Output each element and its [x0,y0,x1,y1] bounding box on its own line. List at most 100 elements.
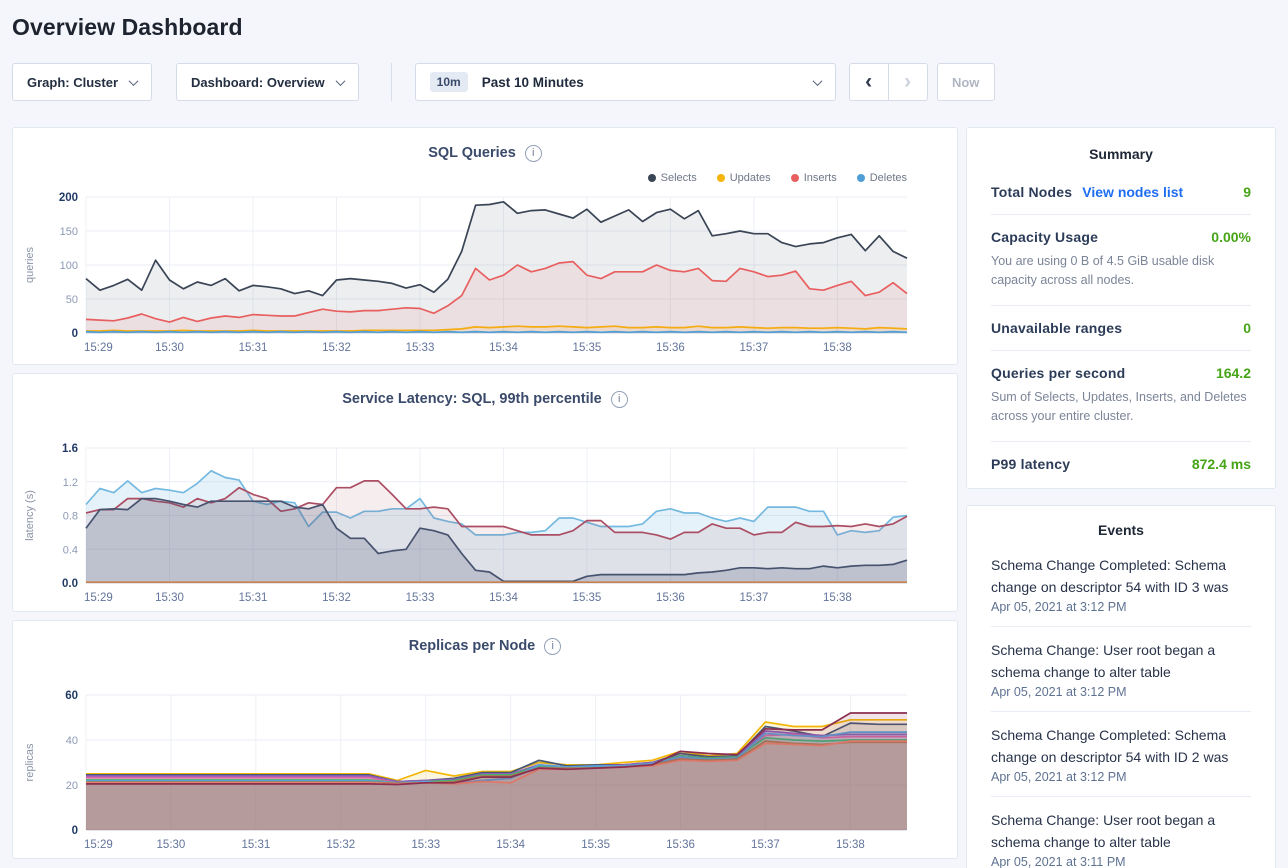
svg-text:0.8: 0.8 [63,511,78,523]
legend-item: Inserts [790,171,837,185]
svg-text:15:38: 15:38 [823,592,852,604]
svg-text:100: 100 [60,260,78,272]
info-icon[interactable]: i [544,637,562,655]
time-nav-group: ‹ › [848,63,928,101]
view-nodes-list-link[interactable]: View nodes list [1082,184,1184,200]
summary-item-capacity-usage: Capacity Usage 0.00% You are using 0 B o… [991,229,1251,291]
summary-item-value: 872.4 ms [1191,455,1251,472]
svg-text:15:37: 15:37 [740,342,769,354]
legend-dot-icon [856,174,865,182]
events-title: Events [1098,522,1144,538]
svg-text:15:34: 15:34 [489,342,518,354]
divider [991,440,1251,442]
svg-text:60: 60 [65,690,78,702]
sql-queries-chart-canvas[interactable]: 15:29 15:30 15:31 15:32 15:33 15:34 15:35 15:36… [13,189,957,363]
summary-item-label: Queries per second [991,364,1126,381]
event-timestamp: Apr 05, 2021 at 3:11 PM [991,855,1126,868]
summary-item-label: P99 latency [991,455,1071,472]
summary-item-description: You are using 0 B of 4.5 GiB usable disk… [991,254,1215,288]
svg-text:15:34: 15:34 [496,839,525,851]
event-text: Schema Change: User root began a schema … [991,642,1216,680]
service-latency-chart-canvas[interactable]: 15:29 15:30 15:31 15:32 15:33 15:34 15:35 15:36… [13,440,957,612]
event-timestamp: Apr 05, 2021 at 3:12 PM [991,770,1127,784]
svg-text:replicas: replicas [24,743,36,781]
chart-title: Service Latency: SQL, 99th percentile [342,391,602,407]
svg-text:15:33: 15:33 [411,839,440,851]
legend-dot-icon [716,174,725,182]
svg-text:0: 0 [72,825,78,837]
sql-queries-chart-card: SQL Queries i Selects Updates Inserts Delet… [12,127,958,365]
dashboard-dropdown-label: Dashboard: Overview [191,74,325,90]
summary-item-value: 164.2 [1215,364,1251,381]
chevron-left-icon: ‹ [865,70,873,93]
summary-item-total-nodes: Total Nodes View nodes list 9 [991,184,1251,200]
svg-text:15:32: 15:32 [322,342,351,354]
summary-item-value: 0 [1243,319,1251,336]
summary-item-unavailable-ranges: Unavailable ranges 0 [991,320,1251,336]
toolbar: Graph: Cluster Dashboard: Overview 10m P… [12,63,1276,101]
svg-text:40: 40 [66,735,78,747]
legend-item: Selects [647,171,697,185]
chart-title-row: SQL Queries i [13,142,957,164]
svg-text:15:30: 15:30 [155,592,184,604]
legend-item: Deletes [856,171,907,185]
chevron-right-icon: › [904,70,912,93]
svg-text:15:36: 15:36 [656,342,685,354]
event-item: Schema Change Completed: Schema change o… [991,554,1251,614]
summary-panel: Summary Total Nodes View nodes list 9 Ca… [966,127,1276,489]
summary-item-value: 0.00% [1211,229,1251,245]
summary-item-label: Capacity Usage [991,229,1099,245]
dashboard-dropdown[interactable]: Dashboard: Overview [176,63,359,101]
content: SQL Queries i Selects Updates Inserts Delet… [12,127,1276,868]
legend-dot-icon [790,174,799,182]
svg-text:15:38: 15:38 [836,839,865,851]
divider [991,626,1251,627]
svg-text:15:38: 15:38 [823,342,852,354]
graph-dropdown[interactable]: Graph: Cluster [12,63,153,101]
svg-text:15:34: 15:34 [489,592,518,604]
svg-text:15:32: 15:32 [326,839,355,851]
divider [991,796,1251,797]
chart-title-row: Service Latency: SQL, 99th percentile i [13,388,957,410]
chart-title: SQL Queries [428,145,516,161]
graph-dropdown-label: Graph: Cluster [27,74,119,90]
summary-item-value: 9 [1243,184,1251,200]
events-panel: Events Schema Change Completed: Schema c… [966,505,1276,868]
svg-text:15:31: 15:31 [239,342,268,354]
legend-dot-icon [647,174,656,182]
info-icon[interactable]: i [524,144,542,162]
svg-text:15:33: 15:33 [406,592,435,604]
svg-text:15:30: 15:30 [155,342,184,354]
svg-text:1.2: 1.2 [63,477,78,489]
svg-text:queries: queries [24,246,36,283]
event-item: Schema Change: User root began a schema … [991,809,1251,868]
time-back-button[interactable]: ‹ [848,63,889,101]
time-range-label: Past 10 Minutes [481,74,584,90]
toolbar-divider [390,63,392,101]
svg-text:50: 50 [66,294,78,306]
svg-text:15:36: 15:36 [666,839,695,851]
replicas-chart-canvas[interactable]: 15:29 15:30 15:31 15:32 15:33 15:34 15:35 15:36… [13,687,957,859]
svg-text:15:36: 15:36 [656,592,685,604]
event-item: Schema Change: User root began a schema … [991,639,1251,699]
svg-text:15:37: 15:37 [740,592,769,604]
event-text: Schema Change: User root began a schema … [991,812,1216,850]
svg-text:15:32: 15:32 [322,592,351,604]
now-button[interactable]: Now [936,63,995,101]
svg-text:0.4: 0.4 [63,544,78,556]
event-text: Schema Change Completed: Schema change o… [991,557,1229,595]
page-title: Overview Dashboard [12,14,243,40]
summary-item-label: Unavailable ranges [991,319,1123,336]
legend-item: Updates [716,171,771,185]
time-forward-button[interactable]: › [887,63,928,101]
svg-text:15:30: 15:30 [157,839,186,851]
summary-item-queries-per-second: Queries per second 164.2 Sum of Selects,… [991,365,1251,427]
time-range-dropdown[interactable]: 10m Past 10 Minutes [414,63,836,101]
info-icon[interactable]: i [610,390,628,408]
divider [991,349,1251,351]
svg-text:15:35: 15:35 [573,342,602,354]
chevron-down-icon [128,75,139,86]
divider [991,304,1251,306]
svg-text:15:31: 15:31 [239,592,268,604]
